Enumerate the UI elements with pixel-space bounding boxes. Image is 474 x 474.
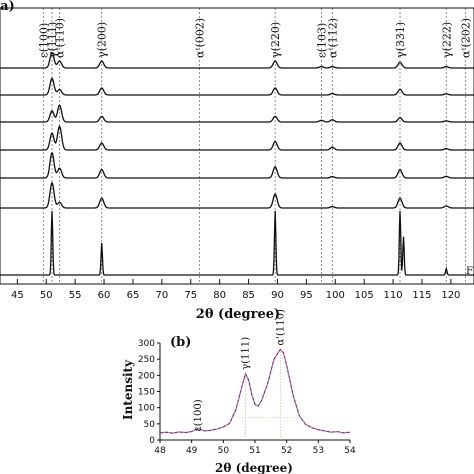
reflection-label: ε(103) [315, 23, 328, 58]
x-tick-label: 45 [11, 290, 24, 301]
x-tick-label: 50 [40, 290, 53, 301]
y-tick-label: 200 [138, 371, 155, 381]
reference-lines [42, 8, 466, 284]
diffraction-pattern [0, 151, 474, 179]
y-tick-label: 250 [138, 355, 155, 365]
reflection-label: ε(100) [37, 23, 50, 58]
x-tick-label: 65 [127, 290, 140, 301]
reflection-label: α'(202) [459, 18, 472, 58]
x-tick-label: 53 [313, 446, 324, 456]
reflection-label: α'(002) [193, 18, 206, 58]
x-tick-label: 51 [249, 446, 260, 456]
x-tick-label: 49 [186, 446, 198, 456]
peak-label: ε(100) [193, 399, 204, 431]
reflection-label: γ(200) [96, 22, 109, 58]
x-tick-label: 55 [69, 290, 82, 301]
panel-b-axes: 0 50 100 150 200 250 300 48 49 50 51 52 53 54 [138, 339, 356, 456]
peak-label: γ(111) [241, 337, 252, 370]
x-tick-label: 54 [344, 446, 356, 456]
x-tick-label: 95 [300, 290, 313, 301]
x-tick-label: 115 [412, 290, 431, 301]
reflection-labels: ε(100)γ(111)α'(110) γ(200) α'(002) γ(220) ε(… [37, 18, 472, 58]
x-tick-label: 90 [271, 290, 284, 301]
reflection-label: α'(112) [326, 18, 339, 58]
panel-b-peak-labels: ε(100) γ(111) α'(110) [193, 309, 286, 431]
x-tick-label: 48 [154, 446, 166, 456]
panel-a-x-axis: 45 50 55 60 65 70 75 80 85 90 95 100 105 110 115 120 [11, 279, 460, 301]
panel-a-x-label: 2θ (degree) [196, 307, 280, 322]
x-tick-label: 52 [281, 446, 292, 456]
diffraction-pattern [0, 51, 474, 69]
diffraction-pattern [0, 210, 474, 276]
diffraction-pattern [0, 104, 474, 123]
panel-b-data [159, 348, 351, 440]
reflection-label: γ(222) [440, 22, 453, 58]
diffraction-pattern [0, 124, 474, 151]
x-tick-label: 105 [355, 290, 374, 301]
x-tick-label: 110 [384, 290, 403, 301]
y-tick-label: 100 [138, 404, 155, 414]
peak-label: α'(110) [275, 309, 286, 345]
x-tick-label: 100 [326, 290, 345, 301]
x-tick-label: 75 [184, 290, 197, 301]
x-tick-label: 70 [155, 290, 168, 301]
y-tick-label: 50 [144, 420, 156, 430]
reflection-label: γ(331) [394, 22, 407, 58]
panel-a-label: (a) [0, 0, 15, 14]
x-tick-label: 50 [218, 446, 230, 456]
panel-a-frame [0, 7, 474, 285]
x-tick-label: 85 [242, 290, 255, 301]
y-tick-label: 300 [138, 339, 155, 349]
x-tick-label: 80 [213, 290, 226, 301]
x-tick-label: 120 [441, 290, 460, 301]
y-tick-label: 150 [138, 388, 155, 398]
diffraction-patterns [0, 51, 474, 276]
panel-a-corner-mark: F [466, 266, 473, 277]
diffraction-pattern [0, 77, 474, 96]
x-tick-label: 60 [98, 290, 111, 301]
panel-b: (b) Intensity 0 50 100 150 200 250 300 48 49 50 51… [121, 309, 356, 474]
panel-b-x-label: 2θ (degree) [215, 461, 293, 474]
fitted-profile [159, 348, 351, 434]
panel-b-label: (b) [170, 335, 191, 350]
panel-a: (a) 45 50 55 60 65 70 75 80 85 90 95 100 105 110 115 12… [0, 0, 474, 322]
y-tick-label: 0 [149, 436, 155, 446]
reflection-label: γ(111) [46, 22, 59, 58]
reflection-label: γ(220) [269, 22, 282, 58]
panel-b-y-label: Intensity [121, 359, 135, 420]
diffraction-pattern [0, 181, 474, 209]
reflection-label: α'(110) [54, 18, 67, 58]
